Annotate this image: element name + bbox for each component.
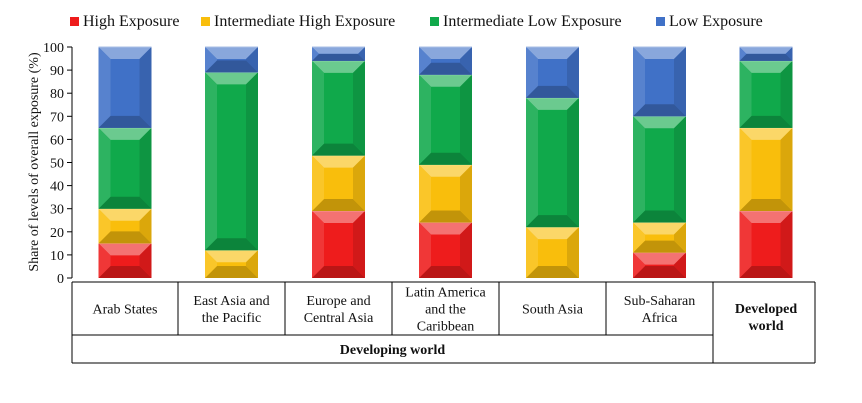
category-label-arab-states: Arab States bbox=[93, 303, 158, 318]
bar-segment-intermediate-low-exposure-south-asia bbox=[526, 97, 579, 228]
category-label-developed-world: Developed world bbox=[735, 302, 797, 334]
category-table: Arab States East Asia and the Pacific Europ… bbox=[71, 281, 816, 364]
y-tick-label: 90 bbox=[50, 64, 64, 79]
category-label-europe-and-central-asia: Europe and Central Asia bbox=[304, 294, 374, 326]
bar-segment-intermediate-low-exposure-europe-and-central-asia bbox=[312, 60, 365, 156]
bar-segment-intermediate-high-exposure-south-asia bbox=[526, 226, 579, 278]
y-tick-label: 30 bbox=[50, 203, 64, 218]
y-axis: 0 10 20 30 40 50 60 70 80 90 100 bbox=[43, 41, 73, 287]
legend-label: High Exposure bbox=[83, 13, 179, 30]
y-tick-label: 60 bbox=[50, 133, 64, 148]
legend-label: Intermediate Low Exposure bbox=[443, 13, 622, 30]
bars bbox=[98, 46, 793, 278]
y-tick-label: 50 bbox=[50, 157, 64, 172]
y-tick-label: 80 bbox=[50, 87, 64, 102]
bar-segment-intermediate-low-exposure-arab-states bbox=[98, 127, 152, 209]
group-label: Developing world bbox=[340, 343, 446, 358]
category-label-sub-saharan-africa: Sub-Saharan Africa bbox=[624, 294, 696, 326]
legend-label: Low Exposure bbox=[669, 13, 763, 30]
legend-item-low-exposure: Low Exposure bbox=[656, 13, 763, 30]
bar-segment-intermediate-high-exposure-east-asia-and-the-pacific bbox=[205, 249, 258, 278]
bar-segment-low-exposure-developed-world bbox=[739, 46, 793, 61]
y-axis-label: Share of levels of overall exposure (%) bbox=[27, 52, 42, 272]
y-tick-label: 0 bbox=[57, 272, 64, 287]
legend-item-high-exposure: High Exposure bbox=[70, 13, 179, 30]
legend-swatch bbox=[430, 17, 439, 26]
legend-item-intermediate-low-exposure: Intermediate Low Exposure bbox=[430, 13, 622, 30]
legend-label: Intermediate High Exposure bbox=[214, 13, 395, 30]
legend: High Exposure Intermediate High Exposure I… bbox=[70, 13, 763, 30]
bar-segment-high-exposure-latin-america-and-the-caribbean bbox=[419, 222, 472, 278]
y-tick-label: 20 bbox=[50, 226, 64, 241]
bar-segment-low-exposure-south-asia bbox=[526, 46, 579, 98]
category-label-latin-america-and-the-caribbean: Latin America and the Caribbean bbox=[405, 286, 486, 335]
bar-segment-low-exposure-east-asia-and-the-pacific bbox=[205, 46, 258, 73]
bar-segment-intermediate-low-exposure-east-asia-and-the-pacific bbox=[205, 71, 258, 251]
category-label-east-asia-and-the-pacific: East Asia and the Pacific bbox=[193, 294, 269, 326]
bar-segment-intermediate-low-exposure-sub-saharan-africa bbox=[633, 115, 686, 223]
y-tick-label: 100 bbox=[43, 41, 64, 56]
legend-item-intermediate-high-exposure: Intermediate High Exposure bbox=[201, 13, 395, 30]
bar-segment-intermediate-high-exposure-europe-and-central-asia bbox=[312, 155, 365, 212]
bar-segment-intermediate-low-exposure-latin-america-and-the-caribbean bbox=[419, 74, 472, 165]
legend-swatch bbox=[70, 17, 79, 26]
category-label-south-asia: South Asia bbox=[522, 303, 584, 318]
y-tick-label: 70 bbox=[50, 110, 64, 125]
bar-segment-intermediate-high-exposure-developed-world bbox=[739, 127, 793, 212]
bar-segment-intermediate-high-exposure-latin-america-and-the-caribbean bbox=[419, 164, 472, 223]
bar-segment-low-exposure-sub-saharan-africa bbox=[633, 46, 686, 117]
y-tick-label: 40 bbox=[50, 180, 64, 195]
bar-segment-high-exposure-arab-states bbox=[98, 242, 152, 278]
bar-segment-high-exposure-europe-and-central-asia bbox=[312, 210, 365, 278]
bar-segment-low-exposure-europe-and-central-asia bbox=[312, 46, 365, 61]
bar-segment-intermediate-low-exposure-developed-world bbox=[739, 60, 793, 128]
bar-segment-intermediate-high-exposure-sub-saharan-africa bbox=[633, 222, 686, 253]
bar-segment-high-exposure-developed-world bbox=[739, 210, 793, 278]
bar-segment-low-exposure-arab-states bbox=[98, 46, 152, 128]
legend-swatch bbox=[201, 17, 210, 26]
y-tick-label: 10 bbox=[50, 249, 64, 264]
bar-segment-low-exposure-latin-america-and-the-caribbean bbox=[419, 46, 472, 75]
bar-segment-intermediate-high-exposure-arab-states bbox=[98, 208, 152, 244]
bar-segment-high-exposure-sub-saharan-africa bbox=[633, 252, 686, 278]
legend-swatch bbox=[656, 17, 665, 26]
